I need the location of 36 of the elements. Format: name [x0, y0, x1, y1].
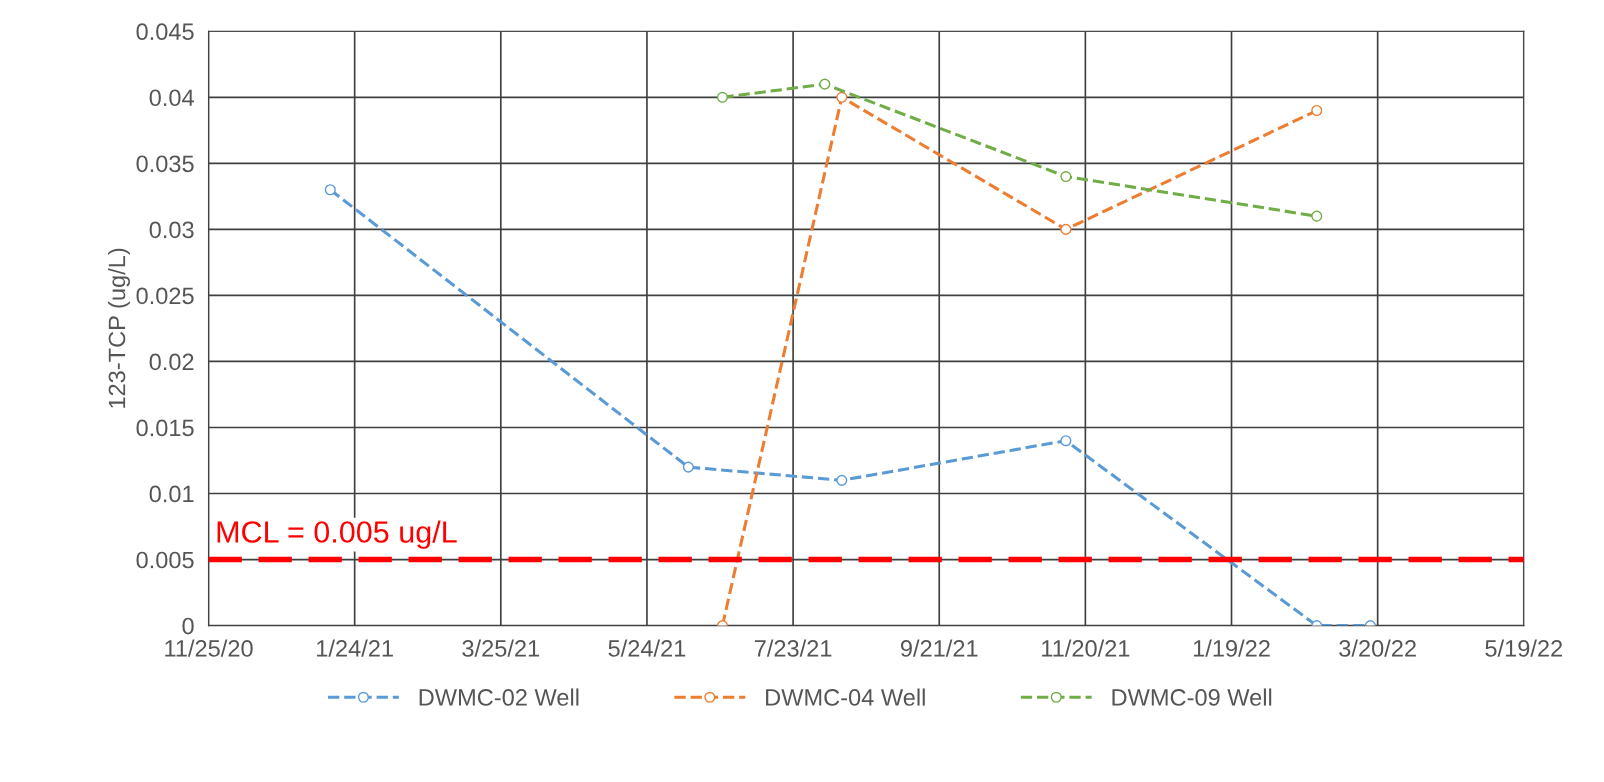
point	[1311, 210, 1323, 222]
point	[324, 184, 336, 196]
y-tick-label: 0.02	[149, 353, 194, 371]
y-tick-label: 0.01	[149, 485, 194, 503]
y-tick-label: 0.015	[136, 419, 194, 437]
point	[1060, 171, 1072, 183]
y-axis-title: 123-TCP (ug/L)	[107, 248, 130, 408]
point	[836, 91, 848, 103]
x-tick-label: 7/23/21	[754, 639, 832, 657]
legend-label: DWMC-02 Well	[419, 688, 579, 706]
x-tick-label: 3/20/22	[1339, 639, 1416, 657]
y-tick-label: 0.005	[136, 551, 194, 569]
point	[1311, 104, 1323, 117]
point	[836, 474, 848, 486]
x-tick-label: 3/25/21	[462, 639, 540, 657]
point	[1060, 435, 1072, 447]
y-tick-label: 0.03	[149, 221, 194, 239]
legend-label: DWMC-09 Well	[1112, 688, 1272, 706]
point	[819, 78, 831, 90]
y-tick-label: 0.025	[136, 287, 194, 305]
y-tick-label: 0.045	[136, 23, 194, 41]
point	[716, 91, 729, 103]
ref-line-label: MCL = 0.005 ug/L	[217, 520, 457, 549]
x-tick-label: 11/20/21	[1042, 639, 1130, 657]
x-tick-label: 5/19/22	[1485, 639, 1563, 657]
y-tick-label: 0.04	[149, 89, 194, 107]
x-tick-label: 1/19/22	[1193, 639, 1270, 657]
y-tick-label: 0	[182, 617, 194, 635]
x-tick-label: 11/25/20	[165, 639, 253, 657]
x-tick-label: 9/21/21	[900, 639, 978, 657]
point	[682, 461, 694, 473]
legend-label: DWMC-04 Well	[766, 688, 925, 706]
y-tick-label: 0.035	[136, 155, 194, 173]
x-tick-label: 1/24/21	[317, 639, 393, 657]
x-tick-label: 5/24/21	[608, 639, 686, 657]
point	[1060, 223, 1072, 235]
